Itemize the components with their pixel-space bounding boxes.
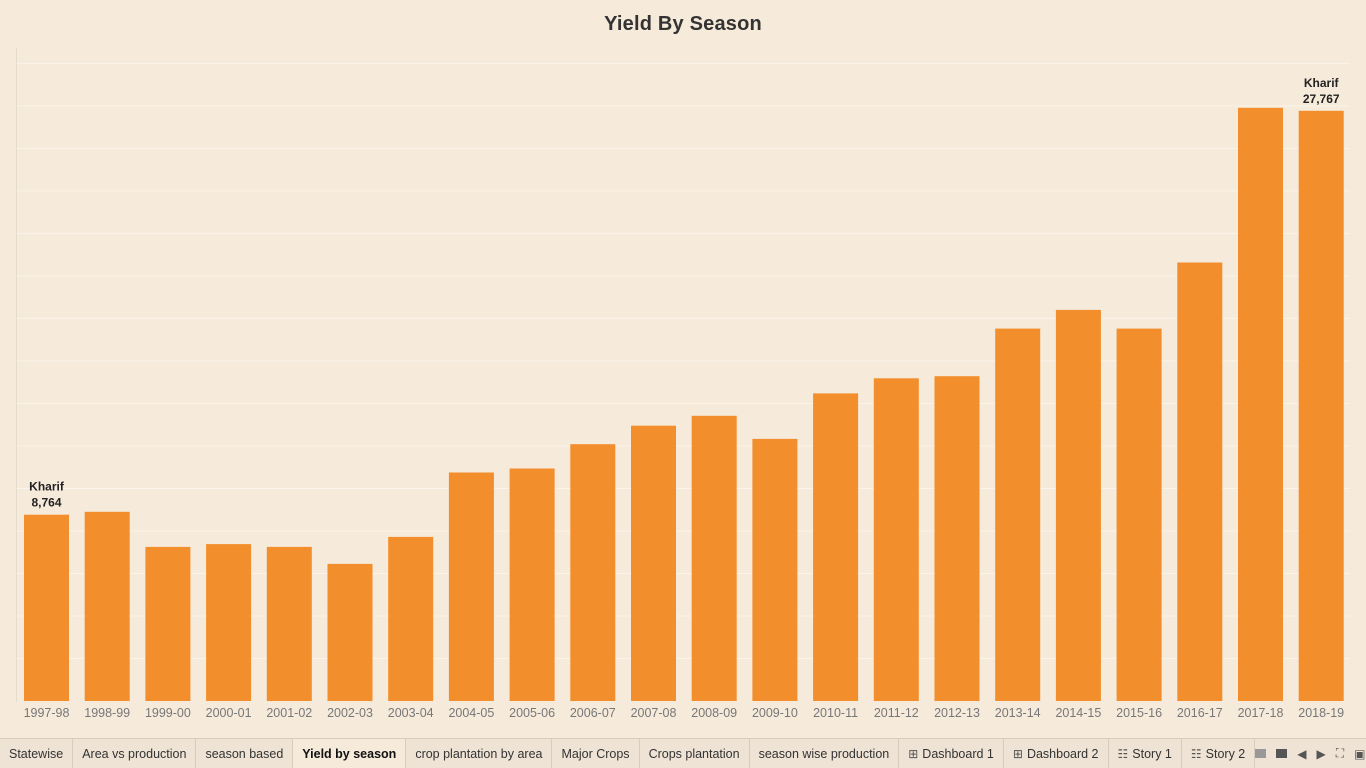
data-label-value: 27,767 (1303, 92, 1340, 106)
data-label-value: 8,764 (31, 496, 61, 510)
bar-1997-98[interactable] (24, 514, 69, 701)
bar-2004-05[interactable] (448, 472, 494, 702)
tab-story-1[interactable]: ☷ Story 1 (1109, 739, 1182, 768)
single-sheet-icon[interactable] (1276, 747, 1288, 761)
tab-label: Dashboard 2 (1026, 746, 1099, 761)
bar-2002-03[interactable] (327, 563, 373, 701)
prev-icon[interactable]: ◀ (1297, 746, 1307, 761)
x-tick-label: 2014-15 (1055, 706, 1101, 720)
x-tick-label: 1997-98 (24, 706, 70, 720)
x-tick-label: 2000-01 (206, 706, 252, 720)
tab-crop-plantation-by-area[interactable]: crop plantation by area (406, 739, 553, 768)
bar-2015-16[interactable] (1116, 328, 1162, 701)
tab-major-crops[interactable]: Major Crops (552, 739, 640, 768)
sheet-tab-bar: Statewise Area vs production season based Y… (0, 738, 1366, 768)
book-icon: ☷ (1117, 746, 1129, 761)
bar-2005-06[interactable] (509, 468, 555, 702)
x-tick-label: 2007-08 (631, 706, 677, 720)
x-tick-label: 2015-16 (1116, 706, 1162, 720)
tab-label: Story 1 (1132, 746, 1172, 761)
bar-2009-10[interactable] (752, 438, 798, 701)
tab-season-wise-production[interactable]: season wise production (750, 739, 900, 768)
x-tick-label: 2008-09 (691, 706, 737, 720)
x-tick-label: 2002-03 (327, 706, 373, 720)
x-tick-label: 2001-02 (266, 706, 312, 720)
data-label-season: Kharif (29, 480, 65, 494)
bar-2011-12[interactable] (873, 378, 919, 701)
x-tick-label: 2018-19 (1298, 706, 1344, 720)
x-tick-label: 2010-11 (813, 706, 858, 720)
tab-label: Story 2 (1205, 746, 1246, 761)
tab-season-based[interactable]: season based (196, 739, 294, 768)
data-label-season: Kharif (1304, 76, 1340, 90)
bar-2003-04[interactable] (388, 536, 434, 701)
x-tick-label: 2005-06 (509, 706, 555, 720)
bar-2006-07[interactable] (570, 444, 616, 701)
chart-area: Yield By Season 1997-98 1998-99 1999-00 200… (16, 13, 1350, 720)
bar-2014-15[interactable] (1055, 309, 1101, 701)
chart-title: Yield By Season (604, 13, 762, 35)
x-tick-label: 2011-12 (874, 706, 919, 720)
grid-icon: ⊞ (1012, 746, 1023, 761)
bar-2017-18[interactable] (1238, 107, 1283, 702)
x-tick-label: 2004-05 (448, 706, 494, 720)
tab-label: Statewise (9, 746, 64, 761)
presentation-icon[interactable]: ▣ (1354, 746, 1366, 761)
bar-1999-00[interactable] (145, 546, 191, 701)
tab-statewise[interactable]: Statewise (0, 739, 74, 768)
tab-crops-plantation[interactable]: Crops plantation (640, 739, 750, 768)
bar-2012-13[interactable] (934, 376, 980, 701)
bar-2007-08[interactable] (631, 425, 676, 701)
bar-1998-99[interactable] (84, 511, 130, 701)
bar-2010-11[interactable] (813, 393, 859, 701)
bar-2001-02[interactable] (266, 546, 312, 701)
tab-label: Crops plantation (648, 746, 740, 761)
grid-icon: ⊞ (908, 746, 919, 761)
x-tick-label: 2016-17 (1177, 706, 1223, 720)
tab-dashboard-2[interactable]: ⊞ Dashboard 2 (1004, 739, 1109, 768)
bar-chart: 1997-98 1998-99 1999-00 2000-01 2001-02 2002-… (16, 48, 1350, 720)
fullscreen-icon[interactable]: ⛶ (1335, 746, 1345, 760)
bar-2018-19[interactable] (1298, 110, 1344, 702)
bar-2008-09[interactable] (691, 415, 737, 701)
x-tick-label: 1998-99 (84, 706, 130, 720)
bar-2000-01[interactable] (206, 544, 252, 701)
tab-label: season based (205, 746, 284, 761)
tab-controls: ◀ ▶ ⛶ ▣ (1255, 739, 1366, 768)
tab-label: Area vs production (82, 746, 187, 761)
tab-label: Dashboard 1 (922, 746, 994, 761)
x-tick-label: 1999-00 (145, 706, 191, 720)
tab-story-2[interactable]: ☷ Story 2 (1182, 739, 1256, 768)
x-tick-label: 2013-14 (995, 706, 1041, 720)
x-tick-label: 2003-04 (388, 706, 434, 720)
tab-label: season wise production (758, 746, 890, 761)
tab-label: Major Crops (561, 746, 630, 761)
x-tick-label: 2006-07 (570, 706, 616, 720)
book-icon: ☷ (1190, 746, 1202, 761)
bar-2016-17[interactable] (1177, 262, 1223, 702)
x-tick-label: 2017-18 (1238, 706, 1284, 720)
x-tick-label: 2012-13 (934, 706, 980, 720)
tab-yield-by-season[interactable]: Yield by season (293, 739, 407, 768)
next-icon[interactable]: ▶ (1316, 746, 1326, 761)
filmstrip-icon[interactable] (1255, 747, 1267, 761)
x-tick-label: 2009-10 (752, 706, 798, 720)
tab-label: crop plantation by area (415, 746, 543, 761)
tab-area-vs-production[interactable]: Area vs production (73, 739, 197, 768)
tab-label: Yield by season (302, 746, 397, 761)
tab-dashboard-1[interactable]: ⊞ Dashboard 1 (899, 739, 1004, 768)
bar-2013-14[interactable] (995, 328, 1041, 701)
